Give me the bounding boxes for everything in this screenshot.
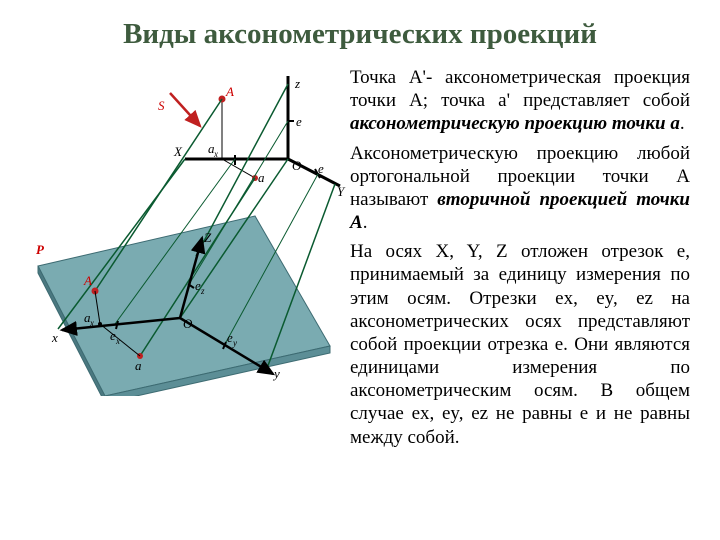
p1-run1: Точка A'- аксонометрическая проекция точ… bbox=[350, 67, 690, 111]
lbl-ex-x: x bbox=[116, 336, 120, 346]
lbl-ez-e: e bbox=[195, 278, 201, 294]
paragraph-1: Точка A'- аксонометрическая проекция точ… bbox=[350, 66, 690, 136]
lbl-A: A bbox=[226, 84, 234, 100]
lbl-y-prime: y bbox=[274, 366, 280, 382]
p1-run3: . bbox=[680, 113, 685, 134]
lbl-Z-prime: Z bbox=[204, 230, 211, 246]
vector-S bbox=[170, 93, 200, 126]
lbl-x-prime: x bbox=[52, 330, 58, 346]
text-column: Точка A'- аксонометрическая проекция точ… bbox=[350, 66, 690, 455]
lbl-Y: Y bbox=[337, 184, 344, 200]
lbl-ax2-x: x bbox=[90, 318, 94, 328]
lbl-ex-e: e bbox=[110, 328, 116, 344]
lbl-ax-x: x bbox=[214, 149, 218, 159]
content-row: A S z a x e O e X a P Y Z A e z O e y a … bbox=[30, 66, 690, 455]
lbl-ey-e: e bbox=[227, 330, 233, 346]
lbl-X: X bbox=[174, 144, 182, 160]
lbl-a-top: a bbox=[258, 170, 265, 186]
axonometric-diagram bbox=[30, 66, 350, 396]
figure-area: A S z a x e O e X a P Y Z A e z O e y a … bbox=[30, 66, 350, 396]
paragraph-3: На осях X, Y, Z отложен отрезок e, прини… bbox=[350, 240, 690, 449]
lbl-ez-z: z bbox=[201, 286, 205, 296]
p1-run2: аксонометрическую проекцию точки a bbox=[350, 113, 680, 134]
lbl-O-prime: O bbox=[183, 316, 192, 332]
p2-run3: . bbox=[363, 212, 368, 233]
lbl-P: P bbox=[36, 242, 44, 258]
lbl-A-prime: A bbox=[84, 273, 92, 289]
lbl-ey-y: y bbox=[233, 338, 237, 348]
lbl-e-z: e bbox=[296, 114, 302, 130]
lbl-e-y: e bbox=[318, 161, 324, 177]
lbl-S: S bbox=[158, 98, 165, 114]
lbl-a-prime: a bbox=[135, 358, 142, 374]
paragraph-2: Аксонометрическую проекцию любой ортогон… bbox=[350, 142, 690, 235]
lbl-z: z bbox=[295, 76, 300, 92]
lbl-O: O bbox=[292, 158, 301, 174]
page-title: Виды аксонометрических проекций bbox=[30, 18, 690, 51]
